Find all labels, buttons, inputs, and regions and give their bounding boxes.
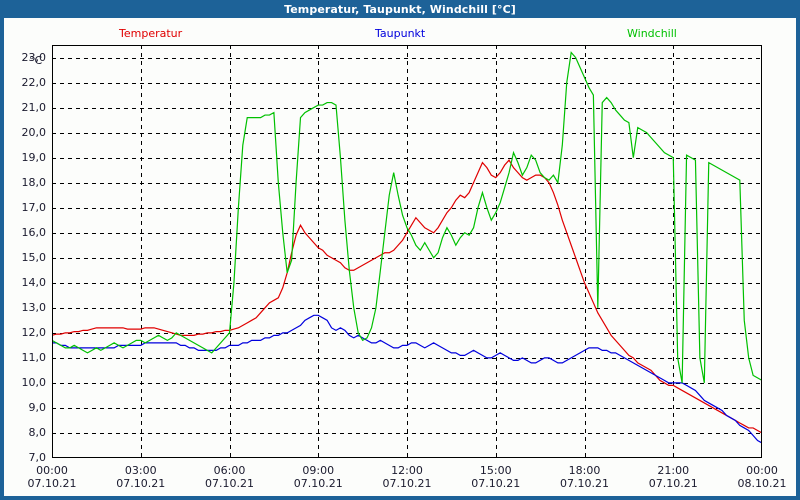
chart-canvas: Temperatur Taupunkt Windchill °C 23,0 22,… <box>4 18 796 496</box>
x-tick-date: 07.10.21 <box>560 477 609 490</box>
y-axis-unit-label: °C <box>29 54 43 67</box>
window-title-bar: Temperatur, Taupunkt, Windchill [°C] <box>0 0 800 18</box>
x-tick-time: 09:00 <box>302 464 335 477</box>
y-tick-label: 17,0 <box>21 200 47 214</box>
x-tick-time: 12:00 <box>391 464 423 477</box>
y-tick-label: 21,0 <box>21 100 47 114</box>
x-tick-time: 03:00 <box>124 464 157 477</box>
legend-item-temperatur: Temperatur <box>119 27 182 40</box>
x-tick-date: 07.10.21 <box>205 477 254 490</box>
y-tick-label: 11,0 <box>21 350 47 364</box>
x-tick-time: 00:00 <box>746 464 778 477</box>
series-line-taupunkt <box>52 314 762 444</box>
y-tick-label: 12,0 <box>21 325 47 339</box>
y-tick-label: 18,0 <box>21 175 47 189</box>
x-tick-time: 21:00 <box>657 464 690 477</box>
y-tick-label: 20,0 <box>21 125 47 139</box>
x-tick-label: 06:00 07.10.21 <box>195 464 265 490</box>
y-tick-label: 22,0 <box>21 75 47 89</box>
y-tick-label: 8,0 <box>28 425 47 439</box>
y-tick-label: 10,0 <box>21 375 47 389</box>
x-tick-date: 07.10.21 <box>293 477 343 490</box>
y-tick-label: 16,0 <box>21 225 47 239</box>
x-tick-date: 07.10.21 <box>648 477 698 490</box>
y-tick-label: 14,0 <box>21 275 47 289</box>
x-tick-time: 18:00 <box>568 464 601 477</box>
y-tick-label: 15,0 <box>21 250 47 264</box>
y-tick-label: 19,0 <box>21 150 47 164</box>
x-tick-label: 03:00 07.10.21 <box>106 464 176 490</box>
y-tick-label: 9,0 <box>28 400 47 414</box>
y-tick-label: 7,0 <box>28 451 47 464</box>
x-tick-label: 09:00 07.10.21 <box>283 464 353 490</box>
x-tick-date: 07.10.21 <box>471 477 521 490</box>
x-tick-label: 00:00 07.10.21 <box>17 464 87 490</box>
x-tick-label: 21:00 07.10.21 <box>638 464 708 490</box>
x-tick-label: 15:00 07.10.21 <box>461 464 531 490</box>
legend-item-taupunkt: Taupunkt <box>375 27 425 40</box>
x-tick-date: 07.10.21 <box>382 477 432 490</box>
legend-label-windchill: Windchill <box>627 27 677 40</box>
x-tick-label: 18:00 07.10.21 <box>550 464 620 490</box>
x-tick-time: 15:00 <box>479 464 512 477</box>
legend-label-taupunkt: Taupunkt <box>375 27 426 40</box>
series-line-windchill <box>52 51 762 384</box>
x-tick-date: 07.10.21 <box>27 477 77 490</box>
series-line-temperatur <box>52 159 762 434</box>
x-tick-label: 00:00 08.10.21 <box>727 464 797 490</box>
y-tick-label: 13,0 <box>21 300 47 314</box>
legend-label-temperatur: Temperatur <box>119 27 183 40</box>
x-tick-time: 00:00 <box>36 464 68 477</box>
y-tick-label: 23,0 <box>21 50 47 64</box>
plot-area <box>52 45 762 458</box>
x-tick-label: 12:00 07.10.21 <box>372 464 442 490</box>
x-tick-date: 08.10.21 <box>737 477 787 490</box>
x-tick-date: 07.10.21 <box>116 477 166 490</box>
legend-item-windchill: Windchill <box>627 27 677 40</box>
x-tick-time: 06:00 <box>213 464 246 477</box>
window-title: Temperatur, Taupunkt, Windchill [°C] <box>284 2 516 16</box>
